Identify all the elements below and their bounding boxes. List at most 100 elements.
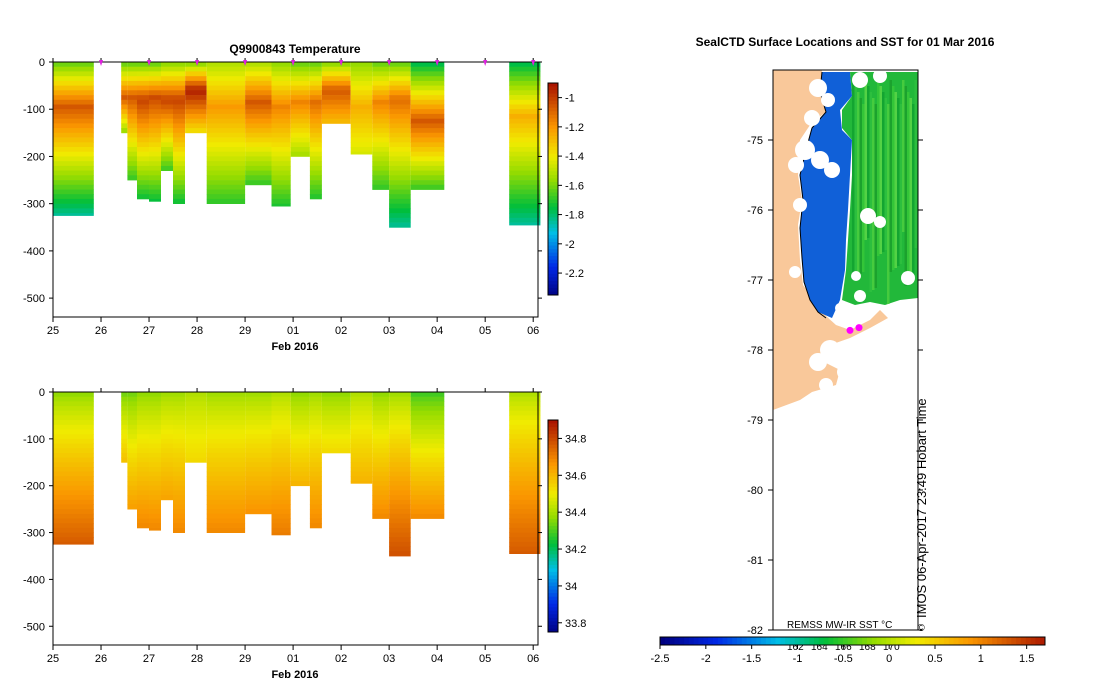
- sst-colorbar-segment: [770, 637, 776, 645]
- profile-cell-10: [271, 424, 291, 430]
- profile-cell-3: [137, 438, 149, 444]
- profile-cell-3: [137, 429, 149, 435]
- profile-cell-3: [137, 118, 149, 124]
- profile-cell-8: [206, 71, 246, 77]
- sst-colorbar-segment: [842, 637, 849, 645]
- profile-cell-3: [137, 415, 149, 421]
- sst-stripe: [904, 86, 907, 286]
- profile-cell-0: [53, 113, 94, 119]
- profile-cell-2: [127, 443, 137, 449]
- profile-cell-9: [245, 76, 272, 82]
- profile-cell-17: [410, 429, 445, 435]
- colorbar-segment: [548, 83, 558, 87]
- profile-cell-13: [321, 396, 351, 402]
- profile-cell-4: [149, 509, 161, 515]
- profile-cell-4: [149, 80, 161, 86]
- profile-cell-6: [173, 415, 185, 421]
- y-tick-label: -100: [23, 104, 45, 116]
- profile-cell-18: [509, 118, 541, 124]
- colorbar-segment: [548, 494, 558, 499]
- profile-cell-12: [309, 443, 322, 449]
- profile-cell-3: [137, 90, 149, 96]
- profile-cell-0: [53, 541, 94, 545]
- profile-cell-8: [206, 147, 246, 153]
- profile-cell-16: [389, 495, 411, 501]
- profile-cell-4: [149, 406, 161, 412]
- profile-cell-16: [389, 175, 411, 181]
- profile-cell-15: [372, 66, 390, 72]
- profile-cell-10: [271, 518, 291, 524]
- profile-cell-12: [309, 170, 322, 176]
- profile-cell-16: [389, 118, 411, 124]
- profile-cell-3: [137, 467, 149, 473]
- profile-cell-18: [509, 128, 541, 134]
- sst-colorbar-segment: [919, 637, 926, 645]
- profile-cell-17: [410, 452, 445, 458]
- profile-cell-5: [161, 142, 173, 148]
- x-tick-label: 26: [95, 325, 107, 337]
- profile-cell-8: [206, 523, 246, 529]
- profile-cell-18: [509, 523, 541, 529]
- profile-cell-18: [509, 551, 541, 554]
- profile-cell-8: [206, 476, 246, 482]
- map-y-label: -80: [747, 485, 763, 497]
- profile-cell-6: [173, 99, 185, 105]
- profile-cell-16: [389, 410, 411, 416]
- profile-cell-2: [127, 156, 137, 162]
- colorbar-segment: [548, 174, 558, 179]
- profile-cell-1: [121, 95, 128, 101]
- profile-cell-10: [271, 118, 291, 124]
- profile-cell-10: [271, 462, 291, 468]
- colorbar-label: -1.6: [565, 180, 584, 192]
- sst-colorbar-segment: [684, 637, 690, 645]
- profile-cell-0: [53, 109, 94, 115]
- profile-cell-0: [53, 175, 94, 181]
- colorbar-segment: [548, 526, 558, 530]
- profile-cell-14: [350, 448, 373, 454]
- x-tick-label: 04: [431, 325, 443, 337]
- profile-cell-10: [271, 184, 291, 190]
- colorbar-label: -1.4: [565, 151, 584, 163]
- profile-cell-10: [271, 467, 291, 473]
- sst-stripe: [877, 80, 880, 256]
- profile-cell-16: [389, 509, 411, 515]
- sst-colorbar-segment: [943, 637, 950, 645]
- colorbar-segment: [548, 252, 558, 257]
- profile-cell-0: [53, 104, 94, 110]
- profile-cell-15: [372, 71, 390, 77]
- profile-cell-18: [509, 518, 541, 524]
- profile-cell-12: [309, 513, 322, 519]
- profile-cell-17: [410, 509, 445, 515]
- profile-cell-15: [372, 170, 390, 176]
- profile-cell-0: [53, 513, 94, 519]
- profile-cell-16: [389, 109, 411, 115]
- profile-cell-1: [121, 104, 128, 110]
- profile-cell-0: [53, 485, 94, 491]
- sst-colorbar-segment: [1025, 637, 1032, 645]
- profile-cell-0: [53, 476, 94, 482]
- colorbar-segment: [548, 462, 558, 467]
- profile-cell-11: [290, 151, 310, 157]
- x-tick-label: 28: [191, 325, 203, 337]
- sst-colorbar-segment: [905, 637, 911, 645]
- profile-cell-17: [410, 99, 445, 105]
- profile-cell-0: [53, 118, 94, 124]
- profile-cell-3: [137, 504, 149, 510]
- profile-cell-10: [271, 392, 291, 398]
- profile-cell-4: [149, 95, 161, 101]
- profile-cell-11: [290, 76, 310, 82]
- profile-cell-18: [509, 95, 541, 101]
- profile-cell-4: [149, 109, 161, 115]
- colorbar-segment: [548, 427, 558, 432]
- profile-cell-9: [245, 180, 272, 186]
- profile-cell-15: [372, 513, 390, 519]
- sst-colorbar-segment: [866, 637, 873, 645]
- profile-cell-11: [290, 457, 310, 463]
- profile-cell-16: [389, 457, 411, 463]
- profile-cell-3: [137, 424, 149, 430]
- profile-cell-5: [161, 71, 173, 77]
- sst-stripe: [869, 92, 872, 292]
- profile-cell-4: [149, 151, 161, 157]
- profile-cell-8: [206, 452, 246, 458]
- profile-cell-8: [206, 123, 246, 129]
